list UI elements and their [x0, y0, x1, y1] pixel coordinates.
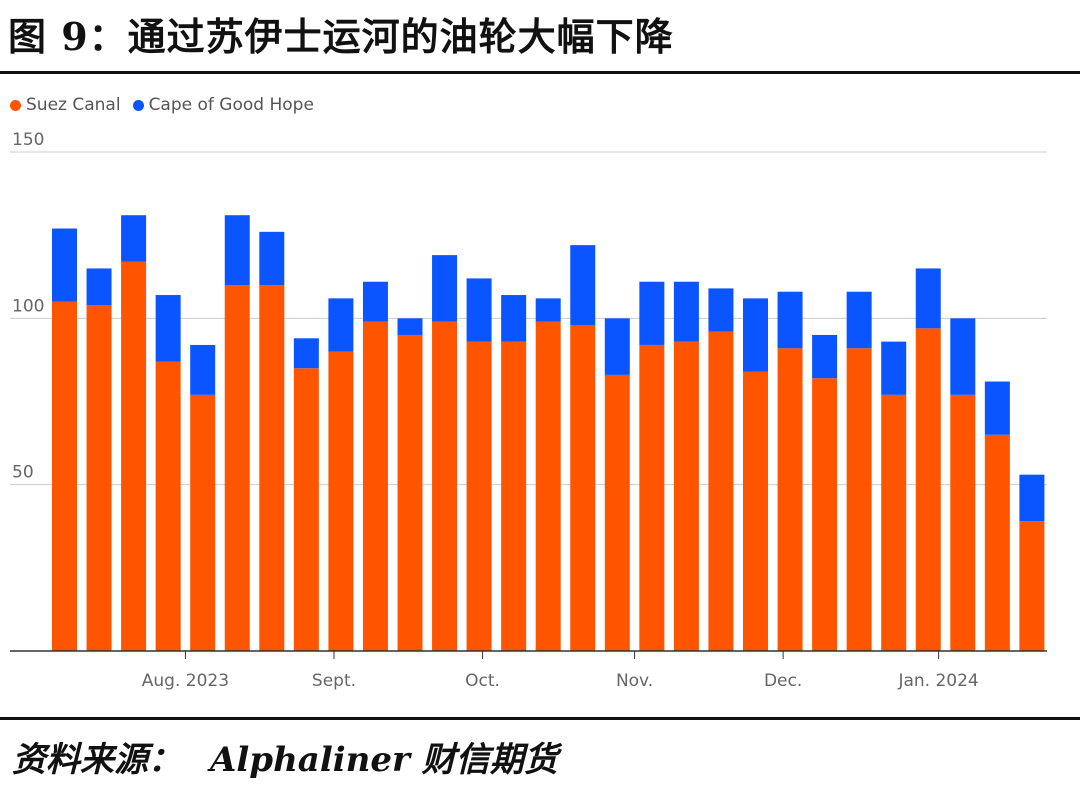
source-label: 资料来源： — [12, 740, 182, 780]
bar-cape — [743, 298, 768, 372]
bar-cape — [846, 291, 872, 349]
bar-suez — [432, 321, 458, 651]
bar-suez — [673, 341, 699, 651]
legend-swatch-suez — [10, 99, 21, 111]
bar-cape — [466, 278, 492, 342]
x-tick-label: Aug. 2023 — [142, 671, 229, 691]
bar-suez — [743, 371, 768, 651]
bar-suez — [846, 348, 872, 651]
y-tick-label: 150 — [12, 130, 44, 150]
bar-cape — [984, 381, 1010, 435]
stacked-bar-chart: 50 100 150 Aug. 2023 Sept. Oct. Nov. Dec. Jan. 2… — [10, 130, 1047, 691]
bar-suez — [466, 341, 492, 651]
bar-suez — [293, 368, 319, 651]
chart-legend: Suez Canal Cape of Good Hope — [10, 95, 326, 115]
y-tick-label: 50 — [12, 463, 34, 483]
bar-suez — [52, 301, 77, 651]
bar-cape — [293, 338, 319, 369]
y-tick-label: 100 — [12, 296, 44, 316]
bar-suez — [328, 351, 354, 651]
figure-title: 图 9：通过苏伊士运河的油轮大幅下降 — [8, 14, 674, 59]
bar-suez — [121, 261, 147, 651]
bar-suez — [984, 434, 1010, 651]
bar-suez — [155, 361, 181, 651]
bar-cape — [570, 245, 596, 325]
bar-suez — [501, 341, 527, 651]
bar-cape — [259, 231, 285, 286]
bar-cape — [397, 318, 423, 335]
bar-cape — [224, 215, 250, 286]
bar-cape — [362, 281, 388, 322]
legend-item-suez: Suez Canal — [10, 95, 121, 115]
bar-cape — [190, 344, 216, 395]
bar-suez — [570, 324, 596, 651]
legend-label-suez: Suez Canal — [26, 95, 121, 115]
x-tick-label: Oct. — [465, 671, 500, 691]
bar-suez — [535, 321, 561, 651]
bar-suez — [915, 328, 941, 651]
bar-cape — [52, 228, 77, 302]
bar-suez — [1019, 521, 1045, 651]
bar-suez — [812, 378, 838, 651]
x-tick-label: Jan. 2024 — [897, 671, 978, 691]
legend-label-cape: Cape of Good Hope — [148, 95, 314, 115]
bar-cape — [121, 215, 147, 262]
bar-cape — [1019, 474, 1045, 522]
bar-cape — [501, 295, 527, 342]
bar-cape — [881, 341, 907, 395]
source-note: 资料来源： Alphaliner 财信期货 — [12, 732, 558, 781]
source-name: Alphaliner 财信期货 — [210, 740, 558, 780]
bar-cape — [708, 288, 734, 332]
bar-suez — [86, 305, 112, 651]
bar-suez — [190, 394, 216, 651]
legend-item-cape: Cape of Good Hope — [132, 95, 314, 115]
title-rule — [0, 71, 1080, 74]
x-tick-label: Dec. — [764, 671, 802, 691]
bar-cape — [432, 255, 458, 322]
bar-cape — [673, 281, 699, 342]
bar-cape — [950, 318, 976, 395]
x-tick-label: Sept. — [312, 671, 356, 691]
bar-cape — [812, 334, 838, 379]
x-tick-label: Nov. — [616, 671, 653, 691]
bar-suez — [777, 348, 803, 651]
bar-cape — [86, 268, 112, 306]
bar-cape — [155, 295, 181, 362]
source-rule — [0, 717, 1080, 720]
bar-suez — [259, 285, 285, 651]
legend-swatch-cape — [132, 99, 144, 111]
bar-suez — [950, 394, 976, 651]
bar-suez — [708, 331, 734, 651]
bar-cape — [777, 291, 803, 349]
bar-cape — [915, 268, 941, 329]
bar-cape — [604, 318, 630, 375]
bar-suez — [362, 321, 388, 651]
bar-cape — [535, 298, 561, 322]
bar-suez — [224, 285, 250, 651]
bar-cape — [328, 298, 354, 352]
bar-suez — [639, 344, 665, 651]
bar-suez — [604, 374, 630, 651]
bar-suez — [881, 394, 907, 651]
bar-cape — [639, 281, 665, 345]
bar-suez — [397, 334, 423, 651]
